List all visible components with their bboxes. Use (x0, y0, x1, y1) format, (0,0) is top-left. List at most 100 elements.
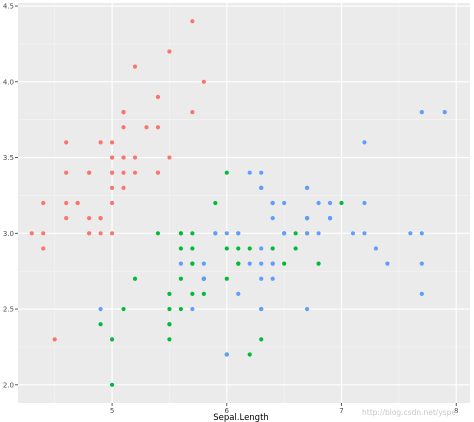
data-points (29, 19, 447, 387)
data-point (178, 261, 184, 266)
data-point (270, 246, 275, 251)
data-point (282, 261, 287, 266)
data-point (293, 246, 298, 251)
data-point (224, 170, 229, 175)
data-point (224, 352, 229, 357)
data-point (98, 306, 103, 312)
data-point (236, 291, 241, 297)
data-point (236, 231, 241, 236)
data-point (121, 109, 126, 115)
data-point (155, 231, 161, 236)
x-axis-title: Sepal.Length (213, 413, 269, 422)
data-point (293, 231, 298, 236)
data-point (259, 170, 264, 175)
data-point (75, 200, 80, 206)
data-point (64, 170, 69, 175)
data-point (190, 231, 195, 236)
data-point (316, 200, 321, 206)
data-point (132, 170, 138, 175)
watermark: http://blog.csdn.net/yspe (362, 408, 456, 417)
data-point (259, 185, 264, 190)
data-point (442, 109, 447, 115)
data-point (121, 170, 126, 175)
data-point (98, 231, 103, 236)
data-point (270, 276, 275, 281)
data-point (270, 261, 275, 266)
data-point (224, 246, 229, 251)
data-point (213, 231, 218, 236)
data-point (98, 322, 103, 327)
data-point (339, 200, 344, 206)
data-point (224, 276, 229, 281)
data-point (201, 291, 206, 297)
data-point (350, 231, 356, 236)
data-point (41, 246, 46, 251)
data-point (247, 246, 252, 251)
data-point (109, 382, 115, 387)
data-point (201, 276, 206, 281)
data-point (190, 291, 195, 297)
data-point (419, 291, 424, 297)
data-point (282, 200, 287, 206)
x-tick-label: 5 (110, 407, 114, 415)
data-point (41, 231, 46, 236)
data-point (190, 261, 195, 266)
data-point (121, 306, 126, 312)
data-point (64, 200, 69, 206)
data-point (304, 306, 310, 312)
x-tick-label: 8 (454, 407, 458, 415)
data-point (236, 261, 241, 266)
data-point (109, 170, 115, 175)
data-point (109, 337, 115, 342)
data-point (362, 200, 367, 206)
data-point (121, 155, 126, 160)
data-point (270, 200, 275, 206)
data-point (419, 231, 424, 236)
data-point (64, 216, 69, 221)
x-axis-ticks: 5 6 7 8 (110, 403, 458, 415)
data-point (304, 185, 310, 190)
data-point (167, 291, 172, 297)
x-tick-label: 6 (225, 407, 230, 415)
data-point (419, 261, 424, 266)
data-point (167, 322, 172, 327)
data-point (247, 352, 252, 357)
data-point (87, 216, 92, 221)
data-point (132, 155, 138, 160)
data-point (213, 200, 218, 206)
data-point (419, 109, 424, 115)
plot-panel (18, 3, 470, 403)
y-tick-label: 3.0 (3, 230, 14, 238)
data-point (178, 231, 184, 236)
data-point (167, 155, 172, 160)
data-point (259, 261, 264, 266)
data-point (304, 216, 310, 221)
data-point (408, 231, 413, 236)
y-tick-label: 3.5 (3, 154, 14, 162)
data-point (224, 231, 229, 236)
data-point (98, 216, 103, 221)
data-point (327, 200, 333, 206)
data-point (259, 337, 264, 342)
y-tick-label: 2.0 (3, 381, 14, 389)
data-point (155, 125, 161, 130)
data-point (41, 200, 46, 206)
data-point (132, 276, 138, 281)
data-point (362, 231, 367, 236)
data-point (304, 231, 310, 236)
data-point (87, 231, 92, 236)
data-point (109, 231, 115, 236)
data-point (167, 306, 172, 312)
data-point (270, 216, 275, 221)
data-point (259, 276, 264, 281)
data-point (236, 246, 241, 251)
data-point (282, 231, 287, 236)
y-axis-ticks: 2.0 2.5 3.0 3.5 4.0 4.5 (3, 3, 18, 389)
data-point (373, 246, 379, 251)
data-point (190, 109, 195, 115)
x-tick-label: 7 (339, 407, 343, 415)
y-tick-label: 2.5 (3, 306, 14, 314)
data-point (109, 185, 115, 190)
data-point (109, 200, 115, 206)
